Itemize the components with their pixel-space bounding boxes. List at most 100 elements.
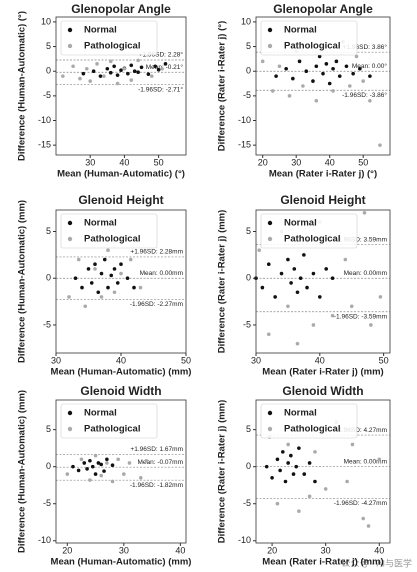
- point: [105, 457, 109, 462]
- x-tick-label: 50: [154, 157, 164, 167]
- y-tick-label: -5: [43, 319, 51, 329]
- y-axis-label: Difference (Rater i-Rater j) (°): [217, 21, 228, 152]
- reference-label: -1.96SD: -3.59mm: [334, 314, 387, 321]
- point: [67, 295, 71, 299]
- x-tick-label: 20: [258, 157, 268, 167]
- x-axis-label: Mean (Rater i-Rater j) (°): [269, 169, 377, 180]
- point: [278, 468, 282, 473]
- point: [122, 472, 126, 476]
- x-tick-label: 50: [181, 355, 191, 365]
- chart-title: Glenopolar Angle: [273, 2, 373, 16]
- plot-frame: [55, 209, 187, 354]
- legend-label: Pathological: [284, 234, 340, 245]
- reference-label: Mean: -0.07mm: [137, 459, 183, 466]
- legend-marker: [267, 236, 273, 242]
- reference-label: -1.96SD: -4.27mm: [334, 500, 387, 507]
- y-tick-label: 0: [246, 66, 251, 76]
- legend-label: Normal: [84, 218, 117, 229]
- point: [270, 475, 274, 480]
- point: [138, 285, 143, 290]
- legend-box: [60, 20, 158, 56]
- y-axis-label: Difference (Human-Automatic) (mm): [17, 200, 28, 363]
- point: [349, 304, 354, 309]
- point: [283, 479, 288, 484]
- x-tick-label: 50: [358, 157, 368, 167]
- x-axis-label: Mean (Human-Automatic) (mm): [51, 557, 192, 568]
- chart-title: Glenoid Height: [78, 193, 163, 207]
- watermark: 公众号 · AI与医学: [341, 557, 412, 568]
- point: [80, 285, 84, 290]
- point: [302, 472, 307, 476]
- legend-marker: [67, 27, 73, 33]
- point: [81, 71, 86, 76]
- reference-label: +1.96SD: 2.28°: [139, 51, 184, 59]
- point: [160, 66, 164, 71]
- y-tick-label: -10: [38, 115, 51, 125]
- legend-marker: [67, 410, 73, 416]
- point: [102, 469, 106, 473]
- point: [287, 94, 292, 98]
- y-axis-label: Difference (Rater i-Rater j) (mm): [217, 400, 228, 544]
- y-tick-label: -15: [238, 140, 251, 150]
- reference-label: Mean: 0.00mm: [344, 458, 387, 465]
- point: [82, 461, 87, 465]
- x-axis-label: Mean (Human-Automatic) (mm): [51, 367, 192, 378]
- legend-box: [260, 403, 358, 439]
- y-tick-label: 0: [246, 461, 251, 471]
- point: [351, 71, 355, 76]
- point: [294, 464, 299, 469]
- x-axis-label: Mean (Human-Automatic) (°): [57, 169, 185, 180]
- point: [125, 276, 130, 281]
- y-tick-label: 0: [46, 461, 51, 471]
- point: [279, 271, 284, 276]
- point: [153, 64, 158, 69]
- point: [358, 66, 362, 71]
- point: [109, 273, 114, 278]
- point: [292, 267, 297, 271]
- point: [297, 59, 302, 64]
- point: [132, 69, 137, 74]
- point: [297, 509, 301, 513]
- point: [110, 479, 115, 484]
- point: [119, 262, 123, 267]
- point: [350, 442, 355, 447]
- legend-box: [260, 20, 358, 56]
- legend-marker: [267, 220, 273, 226]
- x-axis-label: Mean (Rater i-Rater j) (mm): [262, 367, 383, 378]
- point: [286, 304, 290, 309]
- point: [79, 457, 84, 462]
- point: [311, 79, 315, 83]
- point: [361, 79, 366, 83]
- point: [311, 271, 316, 276]
- point: [96, 290, 101, 295]
- point: [289, 281, 293, 285]
- legend-marker: [67, 220, 73, 226]
- x-tick-label: 20: [267, 545, 277, 555]
- reference-label: -1.96SD: -2.71°: [138, 85, 183, 93]
- point: [301, 84, 305, 88]
- point: [129, 63, 134, 68]
- point: [139, 65, 144, 70]
- y-tick-label: -5: [43, 90, 51, 100]
- point: [65, 472, 70, 476]
- point: [136, 58, 140, 63]
- point: [345, 479, 349, 484]
- point: [307, 461, 312, 465]
- point: [106, 285, 110, 290]
- point: [84, 66, 89, 71]
- x-tick-label: 40: [374, 545, 384, 555]
- reference-label: Mean: 0.00mm: [140, 270, 183, 277]
- point: [321, 71, 325, 76]
- point: [275, 457, 280, 462]
- point: [112, 290, 117, 295]
- point: [289, 453, 293, 458]
- point: [291, 76, 295, 81]
- point: [273, 295, 277, 299]
- legend-label: Pathological: [84, 41, 140, 52]
- plot-frame: [55, 399, 187, 544]
- reference-label: Mean: 0.00mm: [344, 270, 387, 277]
- point: [95, 62, 99, 66]
- point: [368, 74, 372, 78]
- point: [323, 487, 328, 491]
